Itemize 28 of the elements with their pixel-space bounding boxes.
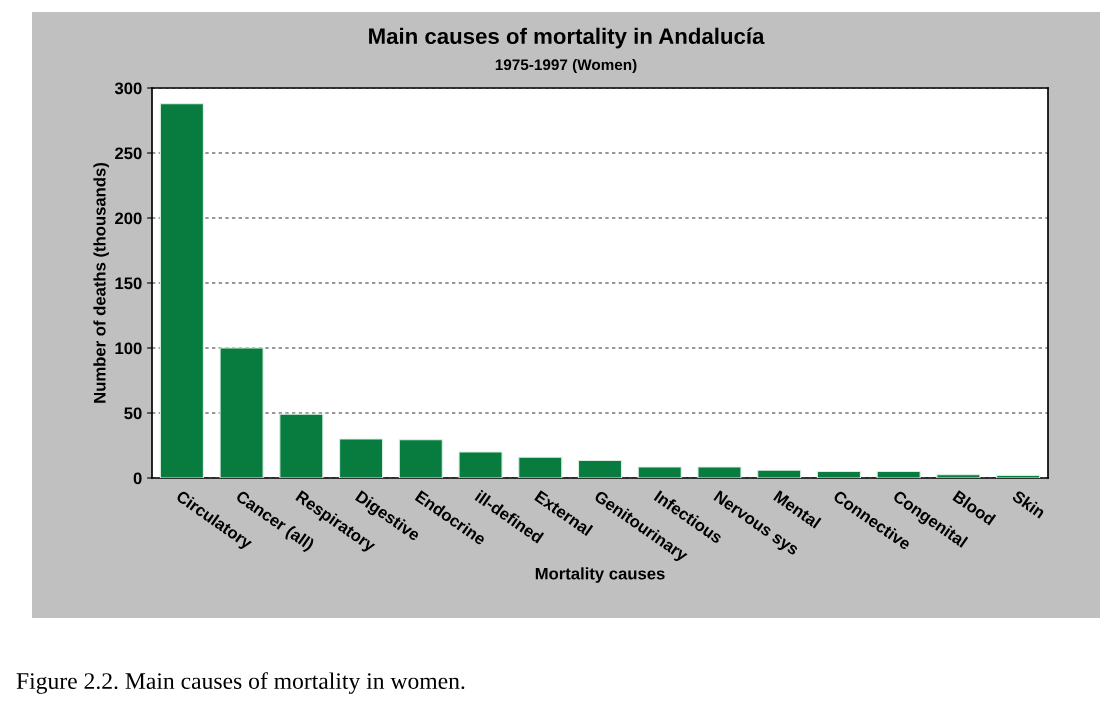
- bar: [816, 470, 861, 478]
- bar: [996, 474, 1041, 478]
- y-tick-label: 300: [114, 82, 142, 95]
- y-tick-label: 50: [124, 407, 142, 420]
- bar: [876, 470, 921, 478]
- y-tick-label: 100: [115, 342, 142, 355]
- bar: [518, 456, 563, 478]
- bar: [398, 439, 443, 478]
- bar: [279, 413, 324, 478]
- chart-subtitle: 1975-1997 (Women): [495, 58, 637, 74]
- y-tick-label: 150: [115, 277, 142, 290]
- bar: [159, 103, 204, 478]
- bar: [577, 459, 623, 478]
- bar: [936, 474, 981, 478]
- bar: [458, 451, 503, 478]
- bar: [697, 466, 742, 478]
- x-tick-label: Skin: [1011, 489, 1047, 519]
- y-tick-label: 0: [133, 472, 142, 485]
- bar: [339, 438, 384, 478]
- y-axis-title: Number of deaths (thousands): [93, 162, 109, 403]
- bar: [757, 469, 802, 478]
- bar: [637, 466, 682, 478]
- caption: Figure 2.2. Main causes of mortality in women.: [16, 672, 465, 694]
- x-axis-title: Mortality causes: [535, 567, 665, 583]
- y-tick-label: 200: [115, 212, 142, 225]
- y-tick-label: 250: [115, 147, 142, 160]
- chart-title: Main causes of mortality in Andalucía: [369, 27, 765, 49]
- bar: [219, 347, 264, 478]
